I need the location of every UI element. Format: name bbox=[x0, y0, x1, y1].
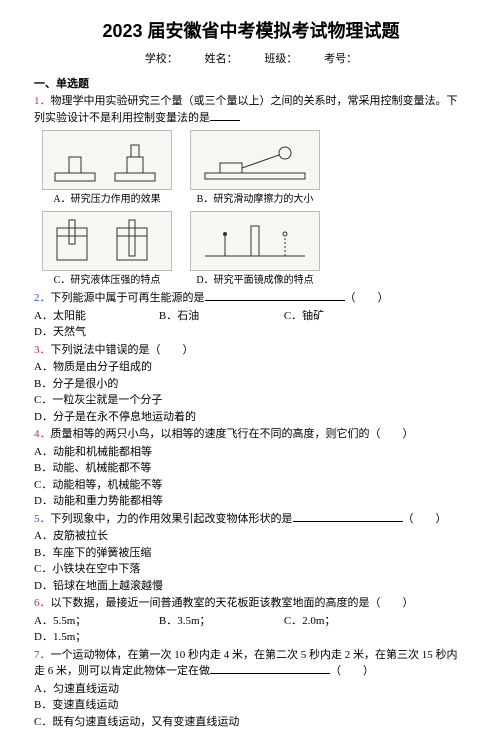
q5-number: 5． bbox=[34, 513, 51, 525]
q6-opt-b: B．3.5m； bbox=[159, 613, 263, 630]
q1-figrow-1: A．研究压力作用的效果 B．研究滑动摩擦力的大小 bbox=[42, 130, 468, 207]
info-name: 姓名： bbox=[205, 53, 238, 65]
q5-text: 下列现象中，力的作用效果引起改变物体形状的是 bbox=[51, 513, 293, 525]
question-2: 2．下列能源中属于可再生能源的是 （ ） bbox=[34, 290, 468, 307]
q3-text: 下列说法中错误的是（ ） bbox=[51, 344, 194, 356]
q1-fig-b: B．研究滑动摩擦力的大小 bbox=[190, 130, 320, 207]
q5-opt-c: C．小铁块在空中下落 bbox=[34, 561, 242, 578]
q4-opt-c: C．动能相等，机械能不等 bbox=[34, 477, 242, 494]
q1-fig-a-img bbox=[42, 130, 172, 190]
q4-opt-a: A．动能和机械能都相等 bbox=[34, 444, 242, 461]
q3-opt-c: C．一粒灰尘就是一个分子 bbox=[34, 392, 242, 409]
q1-number: 1． bbox=[34, 95, 51, 107]
q2-opt-a: A．太阳能 bbox=[34, 308, 138, 325]
q2-opt-d: D．天然气 bbox=[34, 324, 138, 341]
q6-number: 6． bbox=[34, 597, 51, 609]
info-id: 考号： bbox=[324, 53, 357, 65]
q7-blank bbox=[210, 664, 330, 674]
section-heading: 一、单选题 bbox=[34, 76, 468, 93]
q1-figrow-2: C．研究液体压强的特点 D．研究平面镜成像的特点 bbox=[42, 211, 468, 288]
q1-text: 物理学中用实验研究三个量（或三个量以上）之间的关系时，常采用控制变量法。下列实验… bbox=[34, 95, 458, 124]
q5-opt-b: B．车座下的弹簧被压缩 bbox=[34, 545, 242, 562]
q7-opt-c: C．既有匀速直线运动，又有变速直线运动 bbox=[34, 714, 450, 730]
q2-opt-c: C．铀矿 bbox=[284, 308, 388, 325]
q4-opt-d: D．动能和重力势能都相等 bbox=[34, 493, 242, 510]
page-title: 2023 届安徽省中考模拟考试物理试题 bbox=[34, 18, 468, 45]
q6-opt-a: A．5.5m； bbox=[34, 613, 138, 630]
q1-cap-d: D．研究平面镜成像的特点 bbox=[190, 273, 320, 288]
q2-options: A．太阳能 B．石油 C．铀矿 D．天然气 bbox=[34, 308, 468, 341]
info-row: 学校： 姓名： 班级： 考号： bbox=[34, 51, 468, 68]
question-4: 4．质量相等的两只小鸟，以相等的速度飞行在不同的高度，则它们的（ ） bbox=[34, 426, 468, 443]
q1-fig-c: C．研究液体压强的特点 bbox=[42, 211, 172, 288]
q3-opt-a: A．物质是由分子组成的 bbox=[34, 359, 242, 376]
info-school: 学校： bbox=[145, 53, 178, 65]
q6-opt-c: C．2.0m； bbox=[284, 613, 388, 630]
q1-cap-b: B．研究滑动摩擦力的大小 bbox=[190, 192, 320, 207]
q5-opt-d: D．铅球在地面上越滚越慢 bbox=[34, 578, 242, 595]
q3-opt-b: B．分子是很小的 bbox=[34, 376, 242, 393]
question-5: 5．下列现象中，力的作用效果引起改变物体形状的是 （ ） bbox=[34, 511, 468, 528]
info-class: 班级： bbox=[264, 53, 297, 65]
q1-cap-a: A．研究压力作用的效果 bbox=[42, 192, 172, 207]
q7-opt-b: B．变速直线运动 bbox=[34, 697, 450, 714]
q6-options: A．5.5m； B．3.5m； C．2.0m； D．1.5m； bbox=[34, 613, 468, 646]
q3-opt-d: D．分子是在永不停息地运动着的 bbox=[34, 409, 242, 426]
q4-opt-b: B．动能、机械能都不等 bbox=[34, 460, 242, 477]
q5-blank bbox=[293, 512, 403, 522]
q7-opt-a: A．匀速直线运动 bbox=[34, 681, 450, 698]
q2-paren: （ ） bbox=[345, 292, 389, 304]
q6-text: 以下数据，最接近一间普通教室的天花板距该教室地面的高度的是（ ） bbox=[51, 597, 414, 609]
q7-options: A．匀速直线运动 B．变速直线运动 C．既有匀速直线运动，又有变速直线运动 bbox=[34, 681, 468, 730]
q7-paren: （ ） bbox=[330, 665, 374, 677]
q4-number: 4． bbox=[34, 428, 51, 440]
q2-blank bbox=[205, 291, 345, 301]
q1-fig-b-img bbox=[190, 130, 320, 190]
q3-options: A．物质是由分子组成的 B．分子是很小的 C．一粒灰尘就是一个分子 D．分子是在… bbox=[34, 359, 468, 425]
q2-opt-b: B．石油 bbox=[159, 308, 263, 325]
q7-number: 7． bbox=[34, 649, 51, 661]
q1-fig-c-img bbox=[42, 211, 172, 271]
q1-fig-a: A．研究压力作用的效果 bbox=[42, 130, 172, 207]
q5-opt-a: A．皮筋被拉长 bbox=[34, 528, 242, 545]
q1-blank bbox=[210, 111, 240, 121]
q2-number: 2． bbox=[34, 292, 51, 304]
q2-text: 下列能源中属于可再生能源的是 bbox=[51, 292, 205, 304]
q4-text: 质量相等的两只小鸟，以相等的速度飞行在不同的高度，则它们的（ ） bbox=[51, 428, 414, 440]
q3-number: 3． bbox=[34, 344, 51, 356]
q1-fig-d-img bbox=[190, 211, 320, 271]
question-7: 7．一个运动物体，在第一次 10 秒内走 4 米，在第二次 5 秒内走 2 米，… bbox=[34, 647, 468, 680]
question-3: 3．下列说法中错误的是（ ） bbox=[34, 342, 468, 359]
q1-fig-d: D．研究平面镜成像的特点 bbox=[190, 211, 320, 288]
q6-opt-d: D．1.5m； bbox=[34, 629, 138, 646]
q5-options: A．皮筋被拉长 B．车座下的弹簧被压缩 C．小铁块在空中下落 D．铅球在地面上越… bbox=[34, 528, 468, 594]
question-1: 1．物理学中用实验研究三个量（或三个量以上）之间的关系时，常采用控制变量法。下列… bbox=[34, 93, 468, 126]
question-6: 6．以下数据，最接近一间普通教室的天花板距该教室地面的高度的是（ ） bbox=[34, 595, 468, 612]
q5-paren: （ ） bbox=[403, 513, 447, 525]
q1-cap-c: C．研究液体压强的特点 bbox=[42, 273, 172, 288]
q4-options: A．动能和机械能都相等 B．动能、机械能都不等 C．动能相等，机械能不等 D．动… bbox=[34, 444, 468, 510]
